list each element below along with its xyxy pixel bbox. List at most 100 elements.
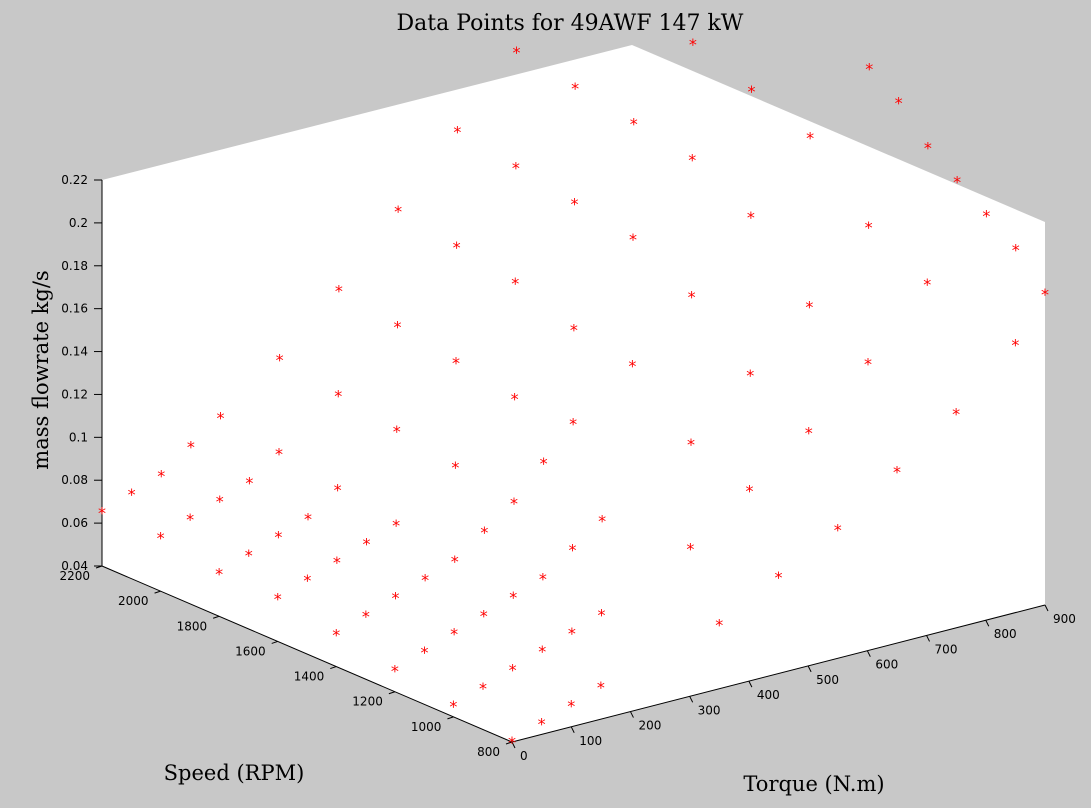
- y-tick-mark: [388, 691, 396, 695]
- data-point: *: [157, 467, 165, 486]
- data-point: *: [393, 318, 401, 337]
- data-point: *: [686, 540, 694, 559]
- data-point: *: [215, 564, 223, 583]
- data-point: *: [508, 733, 516, 752]
- data-point: *: [864, 355, 872, 374]
- data-point: *: [303, 571, 311, 590]
- x-tick-label: 500: [816, 673, 839, 687]
- x-axis-line: [511, 604, 1046, 743]
- x-tick-mark: [807, 665, 812, 673]
- data-point: *: [538, 715, 546, 734]
- data-point: *: [806, 128, 814, 147]
- data-point: *: [511, 274, 519, 293]
- axis-lines: [101, 180, 1046, 743]
- x-tick-label: 300: [698, 703, 721, 717]
- data-point: *: [895, 94, 903, 113]
- data-point: *: [1011, 336, 1019, 355]
- x-tick-label: 700: [935, 642, 958, 656]
- data-point: *: [480, 606, 488, 625]
- y-tick-label: 1000: [411, 720, 442, 734]
- x-tick-mark: [570, 726, 575, 734]
- x-tick-mark: [866, 650, 871, 657]
- x-tick-mark: [926, 635, 931, 642]
- chart-title: Data Points for 49AWF 147 kW: [397, 11, 744, 36]
- data-point: *: [334, 480, 342, 499]
- data-point: *: [509, 660, 517, 679]
- y-tick-label: 1800: [177, 619, 208, 633]
- data-point: *: [216, 409, 224, 428]
- data-point: *: [805, 297, 813, 316]
- data-point: *: [540, 454, 548, 473]
- data-point: *: [157, 529, 165, 548]
- data-point: *: [538, 642, 546, 661]
- data-point: *: [421, 570, 429, 589]
- x-axis-label: Torque (N.m): [743, 772, 884, 796]
- data-point: *: [333, 553, 341, 572]
- z-tick-label: 0.12: [61, 387, 88, 401]
- x-tick-mark: [511, 741, 516, 749]
- data-point: *: [598, 511, 606, 530]
- data-point: *: [393, 422, 401, 441]
- y-tick-label: 1200: [352, 695, 383, 709]
- data-point: *: [245, 474, 253, 493]
- z-tick-label: 0.08: [61, 473, 88, 487]
- data-point: *: [275, 444, 283, 463]
- data-point: *: [687, 435, 695, 454]
- y-tick-label: 1600: [235, 644, 266, 658]
- data-point: *: [98, 503, 106, 522]
- axes-panel: [102, 45, 1045, 742]
- data-point: *: [569, 541, 577, 560]
- data-point: *: [569, 414, 577, 433]
- data-point: *: [391, 661, 399, 680]
- z-axis-label: mass flowrate kg/s: [29, 270, 53, 469]
- y-tick-mark: [447, 716, 454, 720]
- y-tick-label: 1400: [294, 670, 325, 684]
- data-point: *: [392, 589, 400, 608]
- x-tick-label: 400: [757, 688, 780, 702]
- data-point: *: [572, 0, 580, 4]
- data-point: *: [805, 424, 813, 443]
- y-tick-mark: [271, 640, 278, 644]
- data-point: *: [450, 625, 458, 644]
- y-tick-label: 2000: [118, 594, 149, 608]
- data-point: *: [715, 615, 723, 634]
- data-point: *: [451, 458, 459, 477]
- z-tick-label: 0.2: [69, 216, 88, 230]
- data-point: *: [630, 115, 638, 134]
- z-tick-label: 0.1: [69, 430, 88, 444]
- x-tick-label: 600: [875, 658, 898, 672]
- data-point: *: [893, 463, 901, 482]
- data-point: *: [274, 528, 282, 547]
- data-point: *: [568, 624, 576, 643]
- data-point: *: [746, 366, 754, 385]
- data-point: *: [688, 151, 696, 170]
- data-point: *: [128, 485, 136, 504]
- z-tick-label: 0.18: [61, 259, 88, 273]
- data-point: *: [334, 386, 342, 405]
- data-point: *: [597, 678, 605, 697]
- data-point: *: [453, 123, 461, 142]
- y-ticks: 800 1000 1200 1400 1600 1800 2000 2200: [59, 565, 513, 759]
- x-tick-mark: [985, 619, 990, 627]
- data-point: *: [865, 218, 873, 237]
- data-point: *: [452, 353, 460, 372]
- data-point: *: [480, 523, 488, 542]
- data-point: *: [539, 570, 547, 589]
- data-point: *: [689, 35, 697, 54]
- data-point: *: [571, 79, 579, 98]
- data-point: *: [865, 60, 873, 79]
- y-tick-label: 2200: [59, 569, 90, 583]
- data-point: *: [394, 202, 402, 221]
- x-tick-mark: [1044, 604, 1049, 612]
- data-point: *: [420, 643, 428, 662]
- x-tick-label: 100: [579, 734, 602, 748]
- data-point: *: [451, 552, 459, 571]
- data-point: *: [245, 546, 253, 565]
- data-point: *: [747, 208, 755, 227]
- data-point: *: [453, 238, 461, 257]
- x-tick-label: 200: [638, 719, 661, 733]
- data-point: *: [1012, 240, 1020, 259]
- data-point: *: [449, 697, 457, 716]
- y-tick-mark: [505, 741, 513, 745]
